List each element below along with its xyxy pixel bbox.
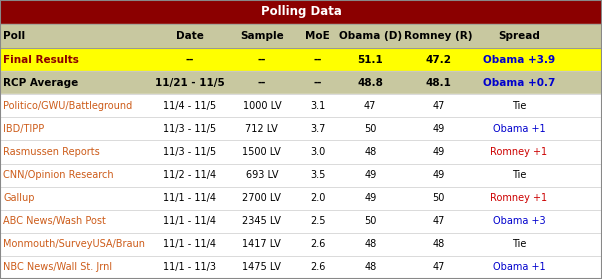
Text: 11/1 - 11/4: 11/1 - 11/4	[163, 216, 216, 226]
Text: Poll: Poll	[3, 31, 25, 41]
Text: Obama +0.7: Obama +0.7	[483, 78, 555, 88]
Text: 49: 49	[364, 170, 376, 180]
Text: 11/2 - 11/4: 11/2 - 11/4	[163, 170, 216, 180]
Text: 1000 LV: 1000 LV	[243, 101, 281, 111]
Text: 49: 49	[364, 193, 376, 203]
Text: NBC News/Wall St. Jrnl: NBC News/Wall St. Jrnl	[3, 263, 112, 273]
Text: 50: 50	[364, 216, 376, 226]
Text: 11/1 - 11/4: 11/1 - 11/4	[163, 193, 216, 203]
Text: Romney +1: Romney +1	[491, 193, 547, 203]
Text: 48.8: 48.8	[358, 78, 383, 88]
Text: 693 LV: 693 LV	[246, 170, 278, 180]
Text: --: --	[258, 55, 266, 64]
Text: 48.1: 48.1	[426, 78, 451, 88]
Bar	[0, 24, 602, 48]
Text: IBD/TIPP: IBD/TIPP	[3, 124, 45, 134]
Text: CNN/Opinion Research: CNN/Opinion Research	[3, 170, 114, 180]
Text: 51.1: 51.1	[358, 55, 383, 64]
Text: 47: 47	[432, 216, 444, 226]
Text: --: --	[314, 55, 322, 64]
Text: 2700 LV: 2700 LV	[243, 193, 281, 203]
Text: 11/4 - 11/5: 11/4 - 11/5	[163, 101, 216, 111]
Text: 3.5: 3.5	[310, 170, 326, 180]
Bar	[0, 163, 602, 187]
Text: RCP Average: RCP Average	[3, 78, 78, 88]
Bar	[0, 71, 602, 94]
Text: 49: 49	[432, 124, 444, 134]
Text: Obama +3.9: Obama +3.9	[483, 55, 555, 64]
Text: ABC News/Wash Post: ABC News/Wash Post	[3, 216, 106, 226]
Text: Rasmussen Reports: Rasmussen Reports	[3, 147, 100, 157]
Text: Date: Date	[176, 31, 203, 41]
Bar	[0, 117, 602, 140]
Text: --: --	[314, 78, 322, 88]
Text: Monmouth/SurveyUSA/Braun: Monmouth/SurveyUSA/Braun	[3, 239, 145, 249]
Text: Obama +3: Obama +3	[492, 216, 545, 226]
Text: --: --	[258, 78, 266, 88]
Text: Obama +1: Obama +1	[492, 124, 545, 134]
Text: 2.6: 2.6	[310, 239, 326, 249]
Text: 2.0: 2.0	[310, 193, 326, 203]
Text: 48: 48	[364, 263, 376, 273]
Text: Sample: Sample	[240, 31, 284, 41]
Bar	[0, 48, 602, 71]
Text: Gallup: Gallup	[3, 193, 34, 203]
Text: 2.5: 2.5	[310, 216, 326, 226]
Bar	[0, 0, 602, 24]
Text: 2345 LV: 2345 LV	[243, 216, 281, 226]
Text: 1500 LV: 1500 LV	[243, 147, 281, 157]
Text: 3.1: 3.1	[310, 101, 326, 111]
Text: 1417 LV: 1417 LV	[243, 239, 281, 249]
Text: 50: 50	[432, 193, 444, 203]
Text: 2.6: 2.6	[310, 263, 326, 273]
Text: 1475 LV: 1475 LV	[243, 263, 281, 273]
Text: Politico/GWU/Battleground: Politico/GWU/Battleground	[3, 101, 132, 111]
Text: 48: 48	[364, 147, 376, 157]
Text: MoE: MoE	[305, 31, 330, 41]
Text: 11/1 - 11/3: 11/1 - 11/3	[163, 263, 216, 273]
Text: Tie: Tie	[512, 239, 526, 249]
Text: Obama +1: Obama +1	[492, 263, 545, 273]
Text: 47: 47	[364, 101, 376, 111]
Text: 47: 47	[432, 263, 444, 273]
Text: Romney (R): Romney (R)	[404, 31, 473, 41]
Bar	[0, 94, 602, 117]
Text: 50: 50	[364, 124, 376, 134]
Text: Tie: Tie	[512, 170, 526, 180]
Text: 49: 49	[432, 170, 444, 180]
Text: 11/1 - 11/4: 11/1 - 11/4	[163, 239, 216, 249]
Text: Polling Data: Polling Data	[261, 6, 341, 18]
Bar	[0, 187, 602, 210]
Text: 47: 47	[432, 101, 444, 111]
Text: 11/21 - 11/5: 11/21 - 11/5	[155, 78, 225, 88]
Text: 47.2: 47.2	[425, 55, 452, 64]
Text: 49: 49	[432, 147, 444, 157]
Text: Spread: Spread	[498, 31, 540, 41]
Text: 48: 48	[364, 239, 376, 249]
Bar	[0, 256, 602, 279]
Text: --: --	[185, 55, 194, 64]
Text: 48: 48	[432, 239, 444, 249]
Text: 11/3 - 11/5: 11/3 - 11/5	[163, 124, 216, 134]
Text: 11/3 - 11/5: 11/3 - 11/5	[163, 147, 216, 157]
Bar	[0, 140, 602, 163]
Text: Obama (D): Obama (D)	[339, 31, 402, 41]
Text: Final Results: Final Results	[3, 55, 79, 64]
Text: 3.7: 3.7	[310, 124, 326, 134]
Text: Tie: Tie	[512, 101, 526, 111]
Text: 712 LV: 712 LV	[246, 124, 278, 134]
Text: 3.0: 3.0	[310, 147, 326, 157]
Bar	[0, 210, 602, 233]
Bar	[0, 233, 602, 256]
Text: Romney +1: Romney +1	[491, 147, 547, 157]
